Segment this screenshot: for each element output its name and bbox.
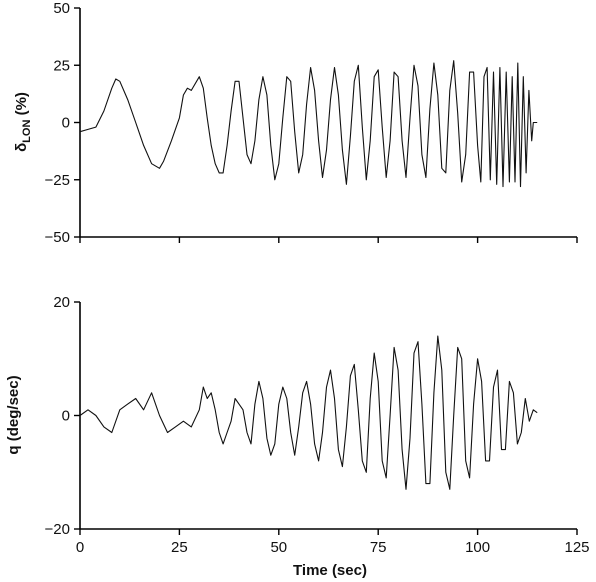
x-tick-label: 25 — [171, 539, 188, 556]
bottom-y-tick-label: 0 — [62, 408, 70, 425]
bottom-y-tick-label: 20 — [53, 294, 70, 311]
top-tick-group: 50 25 0 −25 −50 — [45, 0, 578, 246]
top-y-tick-label: −50 — [45, 229, 70, 246]
pitch-rate-panel: 20 0 −20 0 25 50 75 100 125 q (deg/sec) Time (se… — [5, 294, 590, 579]
bottom-y-tick-label: −20 — [45, 521, 70, 538]
lon-control-trace — [79, 60, 538, 188]
top-y-axis-title: δLON (%) — [13, 92, 33, 152]
x-tick-label: 50 — [270, 539, 287, 556]
top-y-tick-label: 0 — [62, 115, 70, 132]
x-tick-label: 125 — [564, 539, 589, 556]
lon-control-panel: 50 25 0 −25 −50 δLON (%) — [13, 0, 578, 246]
bottom-y-axis-title: q (deg/sec) — [5, 375, 22, 454]
x-tick-label: 75 — [370, 539, 387, 556]
pitch-rate-trace — [79, 335, 538, 490]
top-y-tick-label: 25 — [53, 57, 70, 74]
bottom-tick-group: 20 0 −20 0 25 50 75 100 125 — [45, 294, 590, 556]
x-tick-label: 0 — [76, 539, 84, 556]
x-axis-title: Time (sec) — [293, 562, 367, 579]
x-tick-label: 100 — [465, 539, 490, 556]
top-y-tick-label: 50 — [53, 0, 70, 17]
top-y-tick-label: −25 — [45, 172, 70, 189]
